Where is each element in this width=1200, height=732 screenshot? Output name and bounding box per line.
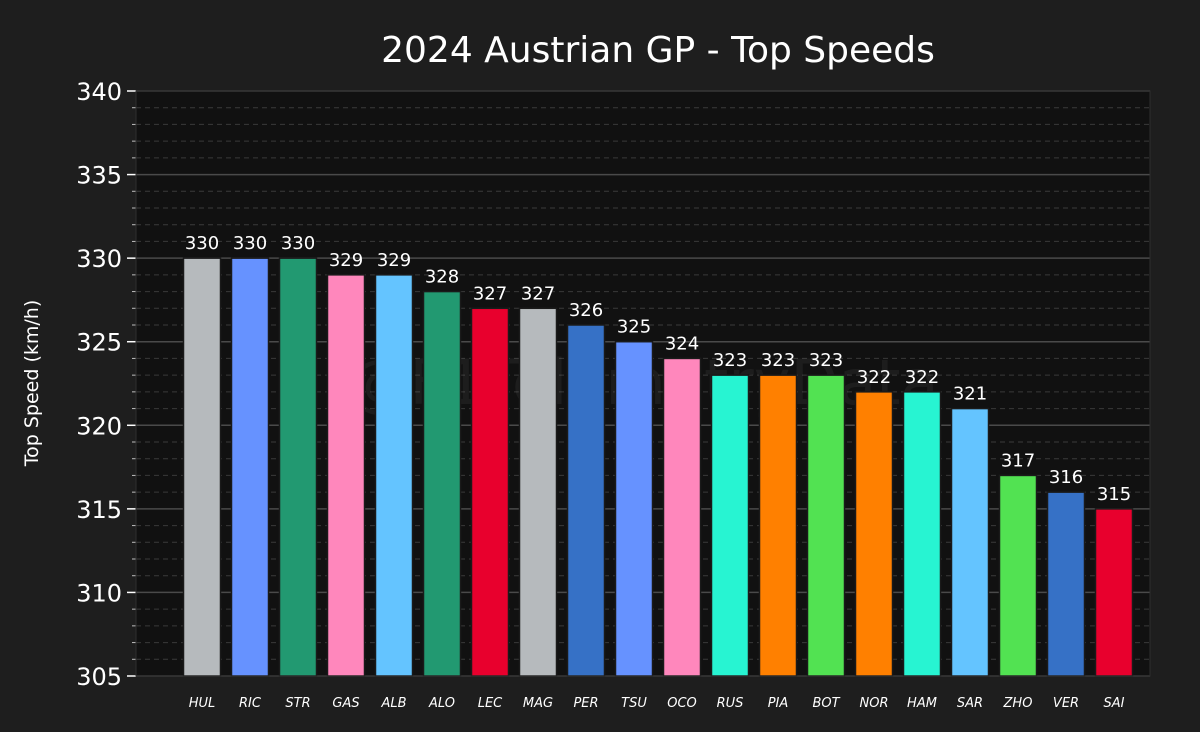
bar-str xyxy=(278,257,318,677)
x-tick-label-alo: ALO xyxy=(428,696,455,711)
value-label-ham: 322 xyxy=(905,367,939,388)
x-tick-label-oco: OCO xyxy=(667,696,697,711)
x-tick-label-zho: ZHO xyxy=(1003,696,1033,711)
y-tick-label: 305 xyxy=(76,663,122,691)
x-tick-label-ver: VER xyxy=(1053,696,1079,711)
value-label-oco: 324 xyxy=(665,333,699,354)
bar-nor xyxy=(854,391,894,677)
bar-hul xyxy=(182,257,222,677)
value-label-hul: 330 xyxy=(185,233,219,254)
value-label-tsu: 325 xyxy=(617,317,651,338)
value-label-str: 330 xyxy=(281,233,315,254)
value-labels: 330 330 330 329 329 328 327 327 326 325 324 323 323 3… xyxy=(185,233,1131,505)
value-label-sai: 315 xyxy=(1097,484,1131,505)
value-label-nor: 322 xyxy=(857,367,891,388)
bar-zho xyxy=(998,474,1038,677)
value-label-rus: 323 xyxy=(713,350,747,371)
x-tick-label-gas: GAS xyxy=(332,696,359,711)
bar-ham xyxy=(902,391,942,677)
bar-lec xyxy=(470,307,510,677)
value-label-zho: 317 xyxy=(1001,450,1035,471)
bar-gas xyxy=(326,274,366,677)
y-tick-label: 340 xyxy=(76,78,122,106)
plot-frame xyxy=(135,90,1151,677)
bar-mag xyxy=(518,307,558,677)
x-tick-label-str: STR xyxy=(285,696,310,711)
bar-alo xyxy=(422,290,462,677)
value-label-ric: 330 xyxy=(233,233,267,254)
value-label-sar: 321 xyxy=(953,384,987,405)
value-label-ver: 316 xyxy=(1049,467,1083,488)
value-label-alo: 328 xyxy=(425,267,459,288)
x-tick-label-mag: MAG xyxy=(523,696,553,711)
x-tick-label-nor: NOR xyxy=(860,696,889,711)
x-tick-label-ric: RIC xyxy=(239,696,262,711)
x-tick-label-lec: LEC xyxy=(478,696,503,711)
chart-title: 2024 Austrian GP - Top Speeds xyxy=(381,30,935,71)
x-tick-label-sai: SAI xyxy=(1104,696,1125,711)
x-tick-label-ham: HAM xyxy=(907,696,937,711)
bar-ver xyxy=(1046,491,1086,677)
bar-oco xyxy=(662,357,702,677)
y-tick-label: 330 xyxy=(76,245,122,273)
value-label-gas: 329 xyxy=(329,250,363,271)
value-label-pia: 323 xyxy=(761,350,795,371)
bar-ric xyxy=(230,257,270,677)
y-tick-label: 315 xyxy=(76,496,122,524)
bar-bot xyxy=(806,374,846,677)
x-tick-label-hul: HUL xyxy=(189,696,216,711)
y-axis-label: Top Speed (km/h) xyxy=(21,300,43,467)
value-label-bot: 323 xyxy=(809,350,843,371)
bar-rus xyxy=(710,374,750,677)
x-tick-label-rus: RUS xyxy=(717,696,744,711)
value-label-lec: 327 xyxy=(473,283,507,304)
x-tick-label-bot: BOT xyxy=(812,696,840,711)
y-tick-label: 335 xyxy=(76,162,122,190)
bar-alb xyxy=(374,274,414,677)
bar-sar xyxy=(950,407,990,677)
x-tick-label-sar: SAR xyxy=(957,696,983,711)
bars xyxy=(182,257,1134,677)
bar-per xyxy=(566,324,606,677)
x-tick-label-tsu: TSU xyxy=(621,696,647,711)
bar-tsu xyxy=(614,340,654,677)
value-label-per: 326 xyxy=(569,300,603,321)
axes: 305 310 315 320 325 330 335 340 HUL RIC STR GAS ALB A… xyxy=(76,78,1151,711)
x-tick-label-pia: PIA xyxy=(768,696,789,711)
y-tick-label: 310 xyxy=(76,579,122,607)
value-label-alb: 329 xyxy=(377,250,411,271)
bar-sai xyxy=(1094,508,1134,677)
value-label-mag: 327 xyxy=(521,283,555,304)
y-tick-label: 320 xyxy=(76,412,122,440)
x-tick-label-alb: ALB xyxy=(380,696,406,711)
bar-pia xyxy=(758,374,798,677)
x-tick-label-per: PER xyxy=(573,696,598,711)
y-tick-label: 325 xyxy=(76,329,122,357)
